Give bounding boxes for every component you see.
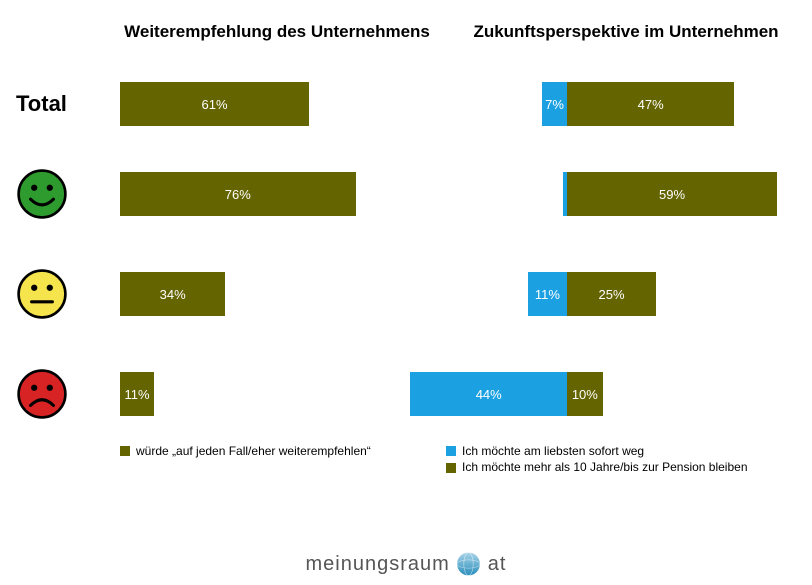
legend-item: Ich möchte mehr als 10 Jahre/bis zur Pen… xyxy=(446,460,802,474)
bar-wrap: 11% 25% xyxy=(446,272,802,316)
bar-segment-olive: 59% xyxy=(567,172,777,216)
bar-segment-blue: 7% xyxy=(542,82,567,126)
left-column-title: Weiterempfehlung des Unternehmens xyxy=(114,0,440,64)
legend-item: würde „auf jeden Fall/eher weiterempfehl… xyxy=(120,444,430,458)
row-label-happy xyxy=(0,144,114,244)
bar-segment-olive: 61% xyxy=(120,82,309,126)
right-bar-cell-happy: 59% xyxy=(440,144,812,244)
bar-wrap: 34% xyxy=(120,272,430,316)
bar-segment-olive: 47% xyxy=(567,82,734,126)
bar-wrap: 11% xyxy=(120,372,430,416)
left-bar-cell-neutral: 34% xyxy=(114,244,440,344)
legend-spacer xyxy=(0,444,114,484)
row-label-sad xyxy=(0,344,114,444)
smiley-happy-icon xyxy=(16,168,68,220)
right-column-title: Zukunftsperspektive im Unternehmen xyxy=(440,0,812,64)
row-label-total: Total xyxy=(0,64,114,144)
bar-segment-blue: 11% xyxy=(528,272,567,316)
right-legend: Ich möchte am liebsten sofort weg Ich mö… xyxy=(440,444,812,484)
legend-item: Ich möchte am liebsten sofort weg xyxy=(446,444,802,458)
legend-label: Ich möchte mehr als 10 Jahre/bis zur Pen… xyxy=(462,460,748,474)
bar-wrap: 44% 10% xyxy=(446,372,802,416)
legend-label: Ich möchte am liebsten sofort weg xyxy=(462,444,644,458)
meinungsraum-logo: meinungsraum at xyxy=(306,551,507,577)
left-bar-cell-total: 61% xyxy=(114,64,440,144)
row-label-text: Total xyxy=(16,91,67,117)
legend-swatch xyxy=(446,463,456,473)
smiley-sad-icon xyxy=(16,368,68,420)
bar-wrap: 76% xyxy=(120,172,430,216)
bar-segment-olive: 34% xyxy=(120,272,225,316)
logo-text-left: meinungsraum xyxy=(306,553,450,576)
logo-text-right: at xyxy=(488,553,507,576)
bar-wrap: 7% 47% xyxy=(446,82,802,126)
row-label-neutral xyxy=(0,244,114,344)
left-bar-cell-happy: 76% xyxy=(114,144,440,244)
bar-wrap: 61% xyxy=(120,82,430,126)
bar-segment-olive: 11% xyxy=(120,372,154,416)
bar-segment-blue: 44% xyxy=(410,372,567,416)
left-legend: würde „auf jeden Fall/eher weiterempfehl… xyxy=(114,444,440,484)
left-bar-cell-sad: 11% xyxy=(114,344,440,444)
right-bar-cell-sad: 44% 10% xyxy=(440,344,812,444)
globe-icon xyxy=(456,551,482,577)
right-bar-cell-total: 7% 47% xyxy=(440,64,812,144)
bar-wrap: 59% xyxy=(446,172,802,216)
right-bar-cell-neutral: 11% 25% xyxy=(440,244,812,344)
smiley-neutral-icon xyxy=(16,268,68,320)
corner-cell xyxy=(0,0,114,64)
legend-label: würde „auf jeden Fall/eher weiterempfehl… xyxy=(136,444,371,458)
legend-swatch xyxy=(446,446,456,456)
legend-swatch xyxy=(120,446,130,456)
bar-segment-olive: 10% xyxy=(567,372,603,416)
bar-segment-olive: 25% xyxy=(567,272,656,316)
bar-segment-olive: 76% xyxy=(120,172,356,216)
chart-grid: Weiterempfehlung des Unternehmens Zukunf… xyxy=(0,0,812,484)
